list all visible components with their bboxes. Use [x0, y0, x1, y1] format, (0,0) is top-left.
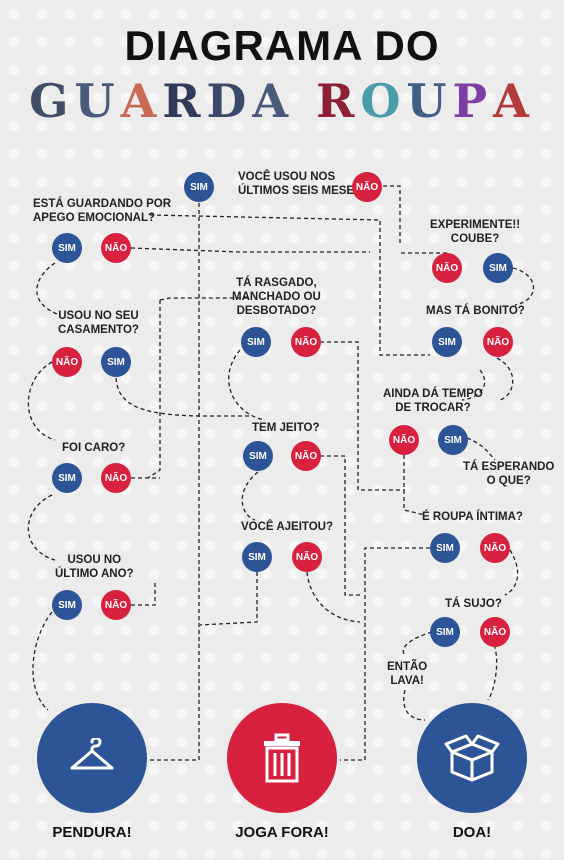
- question-last-year: USOU NO ÚLTIMO ANO?: [55, 554, 134, 580]
- question-wash: ENTÃO LAVA!: [387, 661, 428, 687]
- page-title: DIAGRAMA DO: [124, 22, 440, 69]
- sim-button-underwear[interactable]: SIM: [430, 533, 460, 563]
- subtitle-letter: A: [120, 74, 163, 128]
- subtitle-letter: O: [360, 74, 407, 128]
- nao-button-fix[interactable]: NÃO: [291, 441, 321, 471]
- question-underwear: É ROUPA ÍNTIMA?: [422, 511, 523, 523]
- trash-can-icon: [264, 733, 300, 783]
- sim-button-torn[interactable]: SIM: [241, 327, 271, 357]
- nao-button-six-months[interactable]: NÃO: [352, 172, 382, 202]
- hang-label: PENDURA!: [52, 824, 132, 841]
- subtitle-letter: D: [206, 74, 253, 128]
- sim-button-expensive[interactable]: SIM: [52, 463, 82, 493]
- sim-button-exchange[interactable]: SIM: [438, 425, 468, 455]
- nao-button-wedding[interactable]: NÃO: [52, 347, 82, 377]
- subtitle-letter: P: [452, 74, 494, 128]
- question-dirty: TÁ SUJO?: [445, 598, 502, 610]
- hanger-icon: [70, 738, 114, 770]
- sim-button-emotional[interactable]: SIM: [52, 233, 82, 263]
- nao-button-exchange[interactable]: NÃO: [389, 425, 419, 455]
- question-waiting: TÁ ESPERANDO O QUE?: [463, 461, 555, 487]
- question-pretty: MAS TÁ BONITO?: [426, 305, 525, 317]
- sim-button-start[interactable]: SIM: [184, 172, 214, 202]
- sim-button-last-year[interactable]: SIM: [52, 590, 82, 620]
- sim-button-dirty[interactable]: SIM: [430, 617, 460, 647]
- donate-outcome[interactable]: [417, 703, 527, 813]
- nao-button-emotional[interactable]: NÃO: [101, 233, 131, 263]
- sim-button-pretty[interactable]: SIM: [432, 327, 462, 357]
- question-emotional: ESTÁ GUARDANDO POR APEGO EMOCIONAL?: [33, 198, 172, 224]
- subtitle-letter: A: [493, 74, 535, 128]
- page-subtitle: GUARDA ROUPA: [0, 74, 564, 128]
- sim-button-fix[interactable]: SIM: [243, 441, 273, 471]
- subtitle-letter: R: [316, 74, 361, 128]
- question-fixed: VOCÊ AJEITOU?: [241, 521, 334, 533]
- nao-button-try-on[interactable]: NÃO: [432, 253, 462, 283]
- hang-outcome[interactable]: [37, 703, 147, 813]
- question-exchange: AINDA DÁ TEMPO DE TROCAR?: [383, 388, 483, 414]
- donate-label: DOA!: [452, 824, 492, 841]
- nao-button-pretty[interactable]: NÃO: [483, 327, 513, 357]
- nao-button-torn[interactable]: NÃO: [291, 327, 321, 357]
- question-expensive: FOI CARO?: [62, 442, 126, 454]
- nao-button-dirty[interactable]: NÃO: [480, 617, 510, 647]
- sim-button-fixed[interactable]: SIM: [242, 542, 272, 572]
- nao-button-last-year[interactable]: NÃO: [101, 590, 131, 620]
- question-torn: TÁ RASGADO, MANCHADO OU DESBOTADO?: [232, 277, 321, 317]
- nao-button-expensive[interactable]: NÃO: [101, 463, 131, 493]
- sim-button-try-on[interactable]: SIM: [483, 253, 513, 283]
- nao-button-underwear[interactable]: NÃO: [480, 533, 510, 563]
- trash-outcome[interactable]: [227, 703, 337, 813]
- subtitle-letter: A: [252, 74, 295, 128]
- subtitle-letter: U: [74, 74, 121, 128]
- question-six-months: VOCÊ USOU NOS ÚLTIMOS SEIS MESES?: [238, 171, 369, 197]
- nao-button-fixed[interactable]: NÃO: [292, 542, 322, 572]
- subtitle-letter: U: [406, 74, 453, 128]
- subtitle-letter: G: [29, 74, 75, 128]
- subtitle-letter: R: [162, 74, 207, 128]
- box-icon: [444, 734, 500, 782]
- question-try-on: EXPERIMENTE!! COUBE?: [430, 219, 521, 245]
- question-wedding: USOU NO SEU CASAMENTO?: [58, 310, 139, 336]
- trash-label: JOGA FORA!: [235, 824, 329, 841]
- question-fix: TEM JEITO?: [252, 422, 320, 434]
- sim-button-wedding[interactable]: SIM: [101, 347, 131, 377]
